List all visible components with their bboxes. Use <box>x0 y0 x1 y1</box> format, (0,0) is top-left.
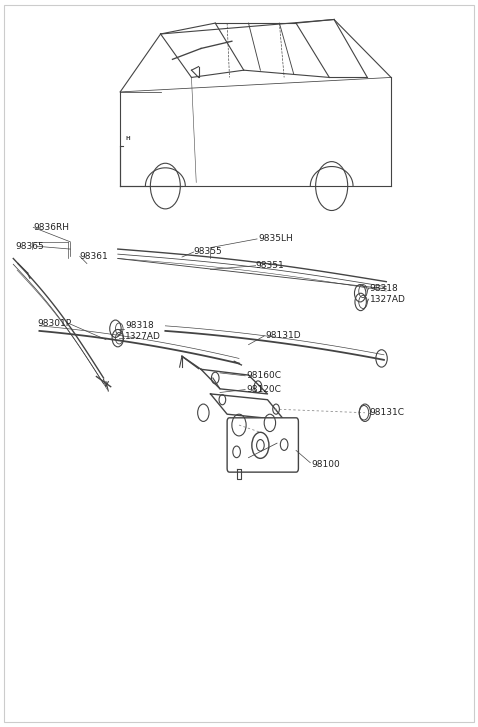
Text: 9835LH: 9835LH <box>258 234 293 244</box>
Text: 9836RH: 9836RH <box>33 223 69 232</box>
Text: 98355: 98355 <box>194 247 223 257</box>
Text: 98318: 98318 <box>369 284 399 293</box>
Text: 98160C: 98160C <box>246 371 281 380</box>
FancyBboxPatch shape <box>227 418 298 472</box>
Text: 98120C: 98120C <box>246 385 281 394</box>
Text: 1327AD: 1327AD <box>369 294 405 304</box>
Text: 98351: 98351 <box>256 261 284 270</box>
Text: H: H <box>125 137 130 142</box>
Text: 1327AD: 1327AD <box>125 332 161 341</box>
Text: 98100: 98100 <box>311 460 340 470</box>
Text: 98361: 98361 <box>80 252 109 261</box>
Text: 98131C: 98131C <box>369 409 405 417</box>
Text: 98365: 98365 <box>16 241 44 251</box>
Text: 98131D: 98131D <box>265 332 301 340</box>
Text: 98301P: 98301P <box>37 319 71 328</box>
Text: 98318: 98318 <box>125 321 154 330</box>
